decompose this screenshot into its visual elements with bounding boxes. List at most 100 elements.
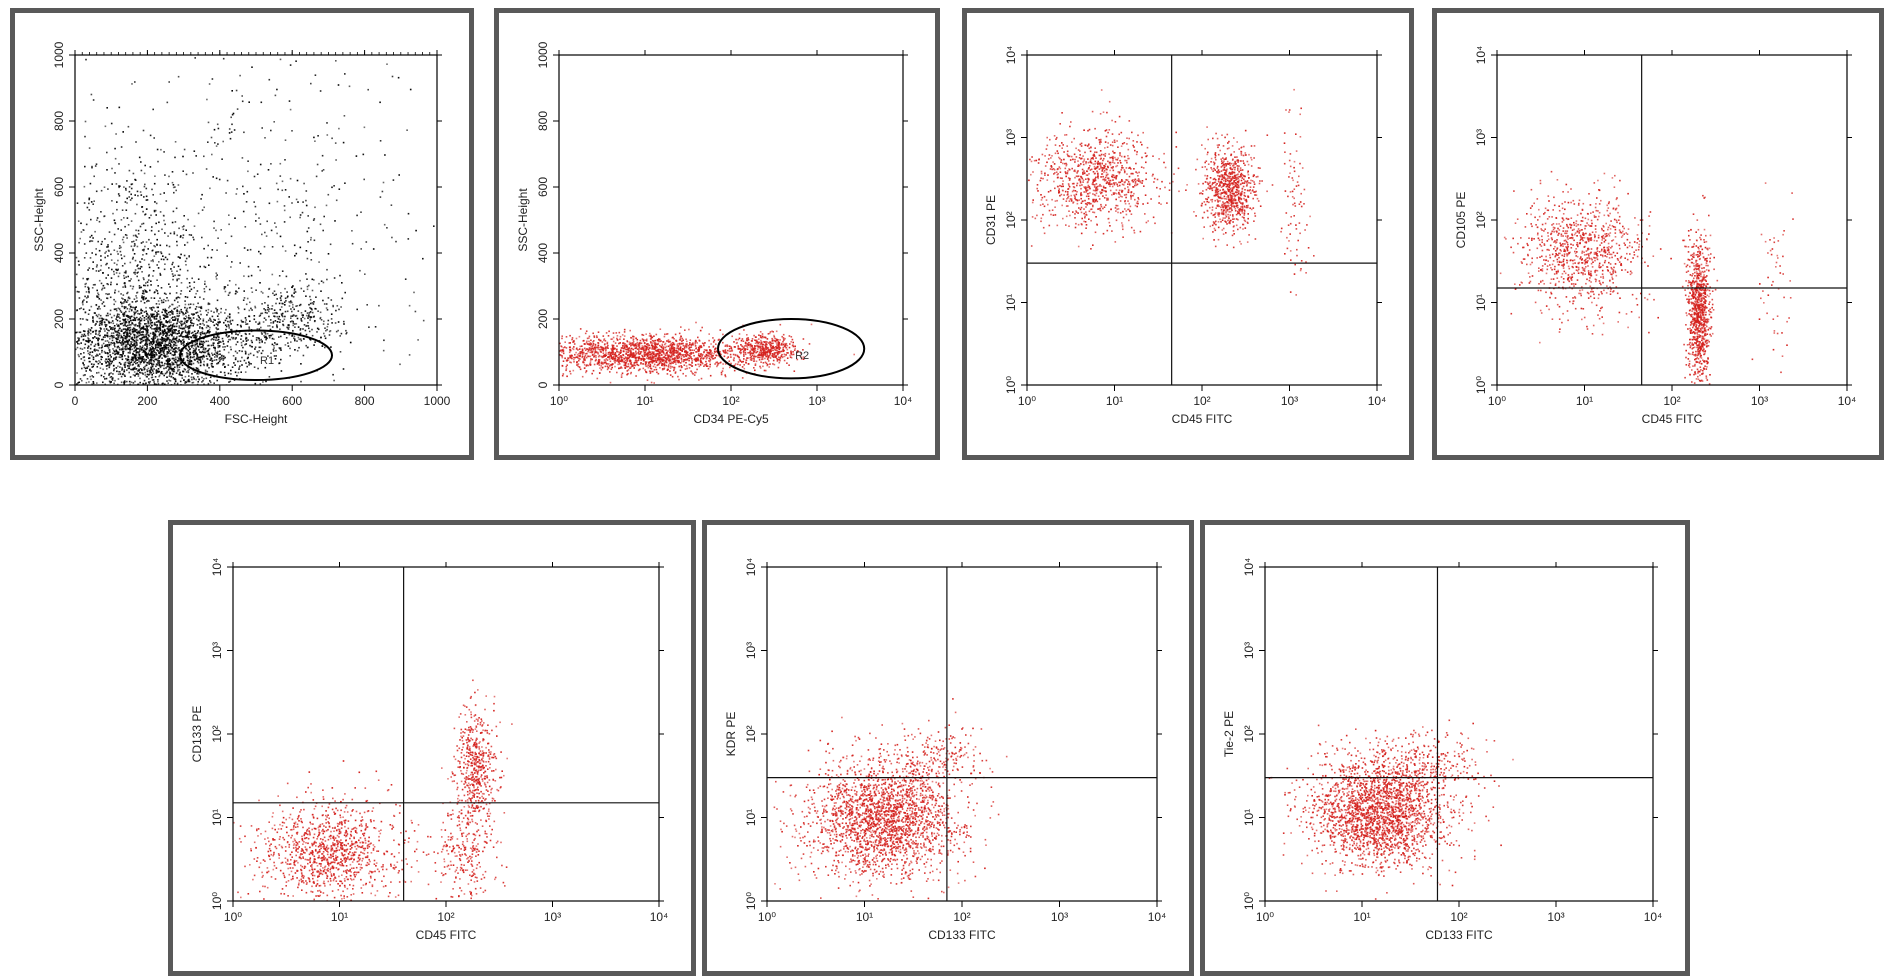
dots-layer	[1028, 88, 1315, 296]
cluster-3	[1751, 182, 1794, 374]
x-tick-label: 10⁰	[550, 394, 568, 408]
x-tick-label: 10³	[1281, 394, 1298, 408]
x-tick-label: 10²	[1663, 394, 1680, 408]
scatter-plot-cd45-cd105: 10⁰ 10¹ 10² 10³ 10⁴ 10⁰ 10¹ 10² 10³ 10⁴ CD45 FITC C…	[1454, 46, 1857, 426]
x-tick-label: 10²	[437, 910, 454, 924]
x-tick-label: 1000	[424, 394, 451, 408]
x-tick-label: 10³	[1547, 910, 1564, 924]
y-tick-label: 10⁰	[1474, 376, 1488, 394]
gate-ellipse	[717, 318, 866, 380]
x-tick-label: 0	[72, 394, 79, 408]
x-tick-label: 10²	[722, 394, 739, 408]
plot-panel-cd34-ssc: R2 10⁰ 10¹ 10² 10³ 10⁴ 0 200 400 600 800 1000 CD34 P…	[494, 8, 940, 460]
x-tick-label: 10¹	[636, 394, 653, 408]
cluster-3	[414, 767, 508, 900]
y-tick-label: 10⁰	[1004, 376, 1018, 394]
y-tick-label: 10¹	[744, 809, 758, 826]
y-axis-label: CD133 PE	[190, 706, 204, 763]
y-tick-label: 10⁰	[210, 892, 224, 910]
cluster-4	[75, 57, 435, 385]
y-tick-label: 10²	[744, 725, 758, 742]
cluster-1	[75, 257, 331, 385]
y-tick-label: 1000	[52, 41, 66, 68]
y-tick-label: 10⁴	[210, 558, 224, 577]
y-axis-label: SSC-Height	[516, 188, 530, 252]
x-tick-label: 10³	[544, 910, 561, 924]
x-tick-label: 10⁴	[1838, 394, 1857, 408]
y-tick-label: 10⁰	[1242, 892, 1256, 910]
scatter-plot-cd34-ssc: R2 10⁰ 10¹ 10² 10³ 10⁴ 0 200 400 600 800 1000 CD34 P…	[516, 41, 913, 426]
x-tick-label: 10⁰	[1256, 910, 1274, 924]
plot-panel-cd133-kdr: 10⁰ 10¹ 10² 10³ 10⁴ 10⁰ 10¹ 10² 10³ 10⁴ CD133 FITC…	[702, 520, 1194, 976]
plot-panel-cd45-cd31: 10⁰ 10¹ 10² 10³ 10⁴ 10⁰ 10¹ 10² 10³ 10⁴ CD45 FITC C…	[962, 8, 1414, 460]
plot-panel-cd133-tie2: 10⁰ 10¹ 10² 10³ 10⁴ 10⁰ 10¹ 10² 10³ 10⁴ CD133 FITC…	[1200, 520, 1690, 976]
x-tick-label: 10³	[1751, 394, 1768, 408]
x-tick-label: 10⁴	[894, 394, 913, 408]
plot-frame	[1264, 566, 1654, 902]
x-axis-label: CD45 FITC	[1172, 412, 1233, 426]
plot-frame	[1496, 54, 1848, 386]
y-tick-label: 10¹	[210, 809, 224, 826]
y-axis-label: Tie-2 PE	[1222, 711, 1236, 757]
cluster-2	[879, 698, 1008, 799]
scatter-plot-cd45-cd31: 10⁰ 10¹ 10² 10³ 10⁴ 10⁰ 10¹ 10² 10³ 10⁴ CD45 FITC C…	[984, 46, 1386, 426]
y-tick-label: 200	[52, 309, 66, 329]
x-axis-label: CD133 FITC	[928, 928, 996, 942]
y-axis-label: CD105 PE	[1454, 192, 1468, 249]
cluster-2	[1681, 194, 1719, 385]
cluster-1	[559, 321, 855, 384]
x-tick-label: 10⁴	[1644, 910, 1663, 924]
x-tick-label: 10¹	[1576, 394, 1593, 408]
y-axis-label: CD31 PE	[984, 195, 998, 245]
scatter-plot-fsc-ssc: R1 0 200 400 600 800 1000 0 200 400 600 800 1000 FSC-…	[32, 41, 451, 426]
y-tick-label: 400	[52, 243, 66, 263]
plot-panel-cd45-cd105: 10⁰ 10¹ 10² 10³ 10⁴ 10⁰ 10¹ 10² 10³ 10⁴ CD45 FITC C…	[1432, 8, 1884, 460]
cluster-1	[1268, 724, 1502, 900]
y-tick-label: 10⁴	[1474, 46, 1488, 65]
x-tick-label: 10¹	[1353, 910, 1370, 924]
x-tick-label: 10⁰	[758, 910, 776, 924]
scatter-plot-cd133-tie2: 10⁰ 10¹ 10² 10³ 10⁴ 10⁰ 10¹ 10² 10³ 10⁴ CD133 FITC…	[1222, 558, 1663, 942]
y-tick-label: 10³	[210, 642, 224, 659]
y-tick-label: 10²	[1242, 725, 1256, 742]
cluster-3	[213, 259, 348, 379]
plot-frame	[766, 566, 1158, 902]
dots-layer	[559, 321, 855, 384]
x-tick-label: 10²	[1193, 394, 1210, 408]
y-tick-label: 10¹	[1242, 809, 1256, 826]
cluster-2	[712, 323, 813, 375]
x-tick-label: 800	[355, 394, 375, 408]
x-tick-label: 10⁰	[1488, 394, 1506, 408]
dots-layer	[233, 679, 513, 901]
y-tick-label: 10²	[210, 725, 224, 742]
x-tick-label: 10⁴	[650, 910, 669, 924]
y-tick-label: 10³	[1242, 642, 1256, 659]
dots-layer	[1268, 719, 1514, 900]
dots-layer	[773, 698, 1008, 900]
x-axis-label: FSC-Height	[225, 412, 288, 426]
gate-label: R2	[795, 350, 809, 362]
y-tick-label: 10³	[1004, 129, 1018, 146]
cluster-2	[447, 679, 513, 842]
y-tick-label: 10⁰	[744, 892, 758, 910]
y-tick-label: 0	[52, 381, 66, 388]
cluster-1	[233, 760, 463, 901]
x-tick-label: 400	[210, 394, 230, 408]
x-axis-label: CD45 FITC	[416, 928, 477, 942]
x-tick-label: 10⁰	[1018, 394, 1036, 408]
cluster-2	[1369, 719, 1514, 815]
y-tick-label: 800	[52, 111, 66, 131]
x-axis-label: CD34 PE-Cy5	[693, 412, 769, 426]
y-tick-label: 10⁴	[1242, 558, 1256, 577]
plot-frame	[1026, 54, 1378, 386]
x-tick-label: 10²	[953, 910, 970, 924]
y-tick-label: 10¹	[1004, 294, 1018, 311]
y-axis-label: KDR PE	[724, 712, 738, 757]
x-tick-label: 200	[137, 394, 157, 408]
cluster-1	[773, 716, 1000, 900]
x-tick-label: 10¹	[1106, 394, 1123, 408]
y-tick-label: 600	[536, 177, 550, 197]
y-tick-label: 10²	[1004, 211, 1018, 228]
cluster-2	[1185, 126, 1274, 249]
dots-layer	[1499, 170, 1794, 385]
